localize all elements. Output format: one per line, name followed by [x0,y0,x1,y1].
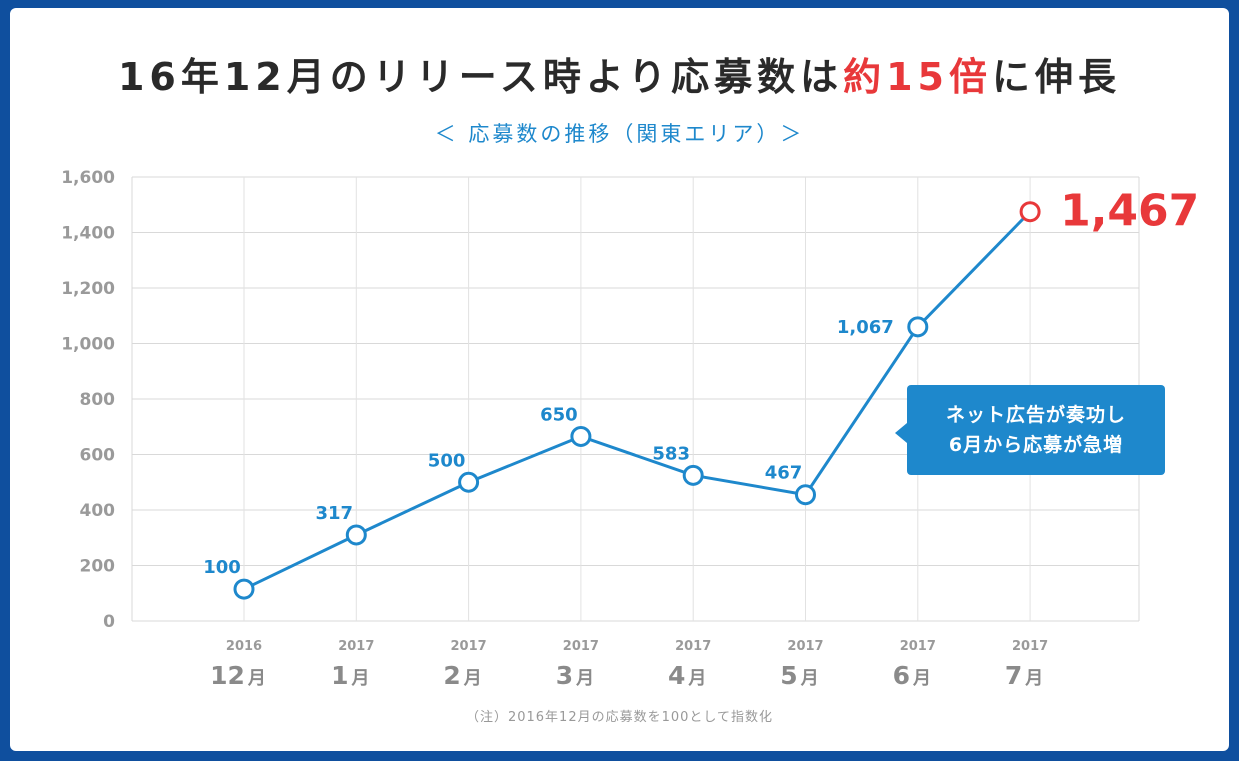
data-point [570,425,592,447]
title-highlight: 約15倍 [843,55,992,99]
data-label: 467 [765,463,803,484]
page-title: 16年12月のリリース時より応募数は約15倍に伸長 [0,46,1239,101]
data-label: 500 [428,450,466,471]
data-label: 100 [203,557,241,578]
data-label: 583 [652,443,690,464]
callout-line1: ネット広告が奏功し [945,404,1126,426]
y-tick-label: 400 [80,501,116,521]
x-tick-year: 2017 [900,639,936,654]
title-part2: に伸長 [991,55,1121,99]
y-tick-label: 600 [80,446,116,466]
y-tick-label: 800 [80,390,116,410]
y-tick-label: 1,200 [61,279,115,299]
x-tick-year: 2017 [338,639,374,654]
data-point [233,578,255,600]
y-tick-label: 0 [103,612,115,632]
x-tick-year: 2016 [226,639,262,654]
data-point [1019,201,1041,223]
data-label: 1,467 [1060,186,1199,237]
data-label: 317 [316,503,354,524]
data-label: 1,067 [837,317,894,338]
x-tick-year: 2017 [563,639,599,654]
footnote: （注）2016年12月の応募数を100として指数化 [465,710,774,725]
series-line [243,210,1032,591]
data-point [795,484,816,506]
callout-line2: 6月から応募が急増 [948,434,1124,456]
x-tick-year: 2017 [1012,639,1048,654]
x-tick-month: 12 月 [210,661,266,690]
y-tick-label: 200 [80,557,116,577]
x-tick-year: 2017 [787,639,823,654]
data-point [458,471,480,493]
chart-subtitle: ＜ 応募数の推移（関東エリア）＞ [434,122,805,146]
data-label: 650 [540,404,578,425]
data-point [907,316,929,338]
x-tick-year: 2017 [451,639,487,654]
y-tick-label: 1,000 [61,335,115,355]
y-tick-label: 1,400 [61,224,115,244]
data-point [682,464,704,486]
callout-box: ネット広告が奏功し 6月から応募が急増 [895,385,1165,475]
card [10,8,1229,751]
x-tick-year: 2017 [675,639,711,654]
y-tick-label: 1,600 [61,168,115,188]
title-part1: 16年12月のリリース時より応募数は [117,55,844,99]
data-point [345,524,367,546]
